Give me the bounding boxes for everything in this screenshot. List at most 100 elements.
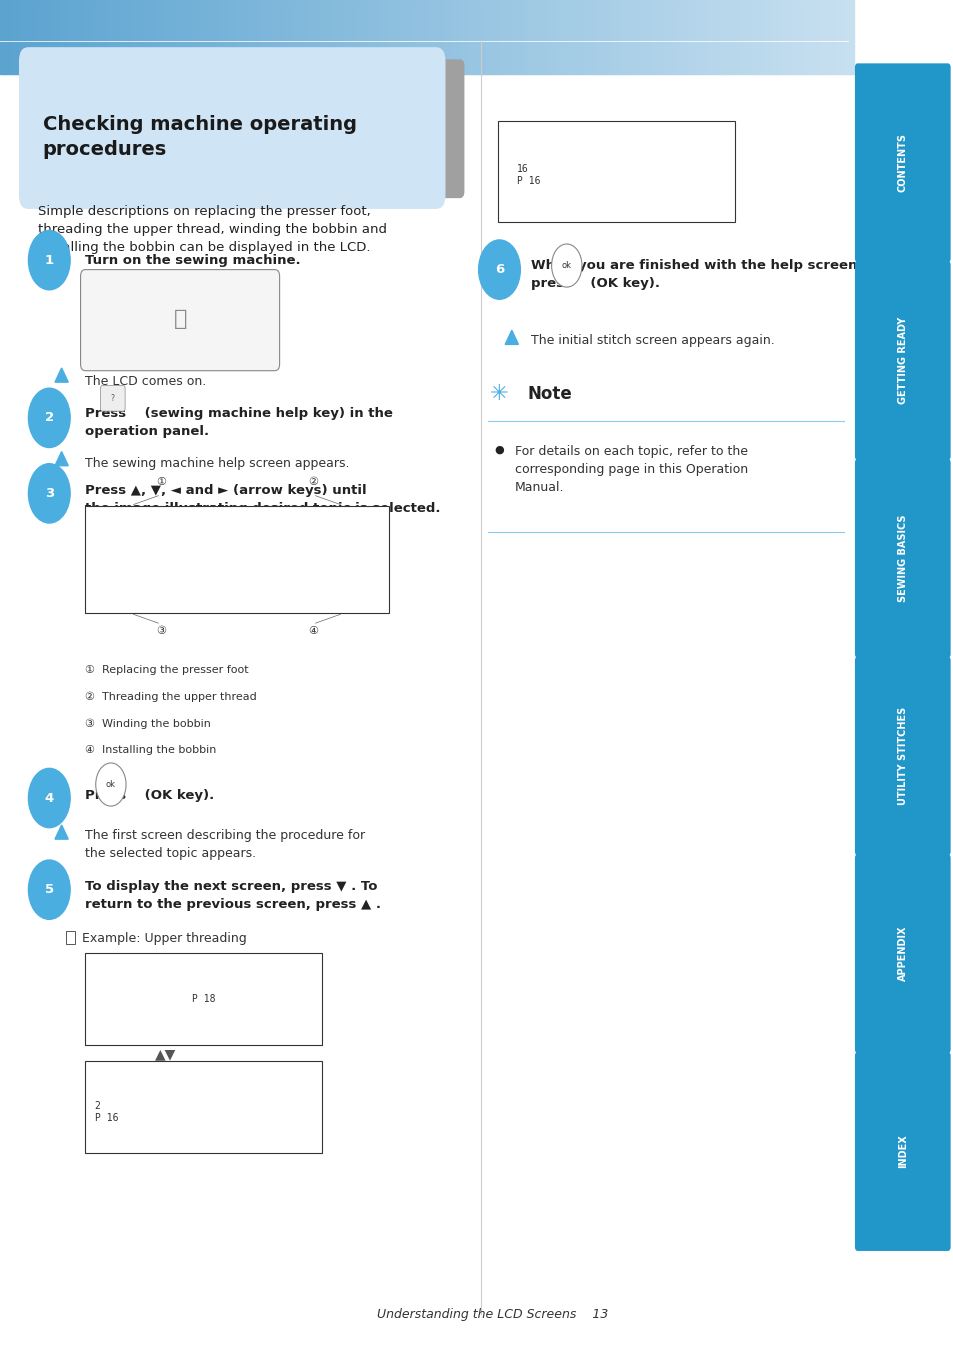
Bar [545, 0, 551, 74]
Bar [720, 0, 725, 74]
Bar [252, 0, 256, 74]
Bar [157, 0, 163, 74]
Bar [626, 0, 632, 74]
Text: Simple descriptions on replacing the presser foot,
threading the upper thread, w: Simple descriptions on replacing the pre… [38, 205, 387, 253]
Bar [707, 0, 713, 74]
Bar [805, 0, 810, 74]
Text: 4: 4 [45, 791, 54, 805]
Text: ⬛: ⬛ [173, 310, 187, 329]
FancyBboxPatch shape [854, 1051, 949, 1251]
Bar [319, 0, 325, 74]
Bar [576, 0, 580, 74]
Bar [516, 0, 520, 74]
Bar [426, 0, 432, 74]
Text: ✳: ✳ [490, 384, 508, 403]
Text: For details on each topic, refer to the
corresponding page in this Operation
Man: For details on each topic, refer to the … [514, 445, 747, 493]
Bar [107, 0, 112, 74]
Bar [447, 0, 453, 74]
Bar [771, 0, 777, 74]
Bar [814, 0, 819, 74]
Bar [822, 0, 827, 74]
Bar [400, 0, 406, 74]
Bar [286, 0, 291, 74]
Polygon shape [55, 368, 69, 383]
Bar [652, 0, 657, 74]
Text: Turn on the sewing machine.: Turn on the sewing machine. [85, 253, 300, 267]
Bar [554, 0, 559, 74]
Bar [183, 0, 189, 74]
Bar [809, 0, 815, 74]
Text: ●: ● [494, 445, 504, 454]
Bar [179, 0, 184, 74]
Bar [128, 0, 133, 74]
Circle shape [29, 388, 71, 448]
Polygon shape [505, 330, 517, 344]
Bar [192, 0, 197, 74]
Bar [473, 0, 478, 74]
Bar [460, 0, 465, 74]
Bar [648, 0, 653, 74]
Bar [230, 0, 235, 74]
FancyBboxPatch shape [85, 953, 322, 1045]
Bar [597, 0, 601, 74]
Bar [38, 0, 44, 74]
Text: ④: ④ [308, 625, 317, 635]
Bar [371, 0, 375, 74]
Bar [67, 931, 74, 944]
Bar [712, 0, 717, 74]
Bar [801, 0, 806, 74]
Text: ?: ? [111, 394, 114, 403]
Bar [541, 0, 546, 74]
Text: 2: 2 [45, 411, 53, 425]
Bar [354, 0, 359, 74]
Bar [780, 0, 785, 74]
Text: CONTENTS: CONTENTS [897, 133, 907, 193]
Bar [690, 0, 696, 74]
Bar [336, 0, 342, 74]
Bar [614, 0, 618, 74]
Bar [188, 0, 193, 74]
FancyBboxPatch shape [497, 121, 734, 222]
Text: ②  Threading the upper thread: ② Threading the upper thread [85, 692, 256, 702]
FancyBboxPatch shape [85, 506, 388, 613]
Bar [409, 0, 415, 74]
Bar [217, 0, 222, 74]
Bar [264, 0, 270, 74]
Bar [507, 0, 512, 74]
Text: The initial stitch screen appears again.: The initial stitch screen appears again. [530, 334, 774, 348]
Bar [72, 0, 77, 74]
Text: To display the next screen, press ▼ . To
return to the previous screen, press ▲ : To display the next screen, press ▼ . To… [85, 880, 381, 911]
Bar [592, 0, 598, 74]
Bar [745, 0, 751, 74]
Bar [609, 0, 615, 74]
Bar [558, 0, 563, 74]
Circle shape [29, 464, 71, 523]
Bar [699, 0, 704, 74]
Bar [490, 0, 496, 74]
Bar [162, 0, 167, 74]
Bar [767, 0, 772, 74]
Bar [431, 0, 436, 74]
Text: Note: Note [527, 384, 572, 403]
Bar [503, 0, 508, 74]
Bar [495, 0, 499, 74]
Text: 2
P 16: 2 P 16 [94, 1101, 118, 1123]
Bar [600, 0, 606, 74]
Bar [664, 0, 670, 74]
Bar [124, 0, 129, 74]
Bar [333, 0, 337, 74]
Bar [298, 0, 303, 74]
Text: Press    (OK key).: Press (OK key). [85, 789, 214, 802]
Bar [797, 0, 802, 74]
Bar [243, 0, 248, 74]
Bar [379, 0, 384, 74]
Bar [818, 0, 823, 74]
Bar [703, 0, 708, 74]
Bar [0, 0, 5, 74]
Bar [724, 0, 730, 74]
Bar [417, 0, 423, 74]
Bar [388, 0, 393, 74]
Bar [443, 0, 448, 74]
Text: ①: ① [156, 477, 166, 487]
Bar [840, 0, 844, 74]
